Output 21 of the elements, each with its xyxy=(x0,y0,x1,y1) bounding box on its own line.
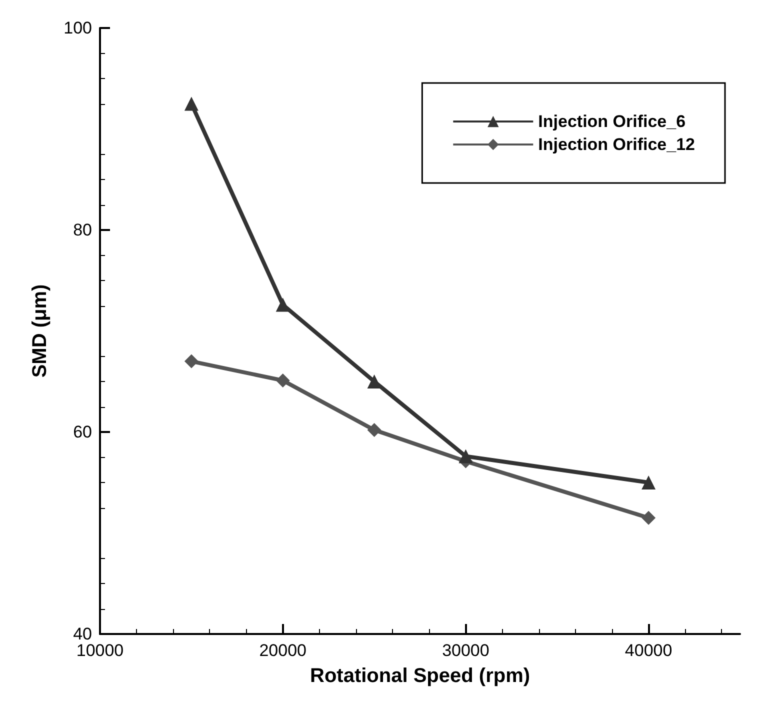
legend-label: Injection Orifice_6 xyxy=(538,112,686,131)
point xyxy=(276,298,290,312)
point xyxy=(642,510,656,525)
point xyxy=(367,422,382,437)
y-tick-label: 60 xyxy=(73,422,92,442)
x-tick-label: 30000 xyxy=(442,641,490,660)
y-tick-label: 40 xyxy=(73,624,92,644)
point xyxy=(458,449,473,464)
x-tick-label: 20000 xyxy=(259,641,306,660)
x-axis-title: Rotational Speed (rpm) xyxy=(310,665,530,687)
y-tick-label: 80 xyxy=(73,220,92,240)
point xyxy=(184,354,198,368)
point xyxy=(276,373,290,388)
point xyxy=(642,476,656,490)
point xyxy=(367,374,382,388)
y-tick-label: 100 xyxy=(64,18,92,38)
y-axis-title: SMD (μm) xyxy=(29,284,51,378)
x-tick-label: 40000 xyxy=(624,641,672,660)
x-tick-label: 10000 xyxy=(76,641,124,660)
legend-label: Injection Orifice_12 xyxy=(538,135,696,154)
point xyxy=(184,96,198,111)
